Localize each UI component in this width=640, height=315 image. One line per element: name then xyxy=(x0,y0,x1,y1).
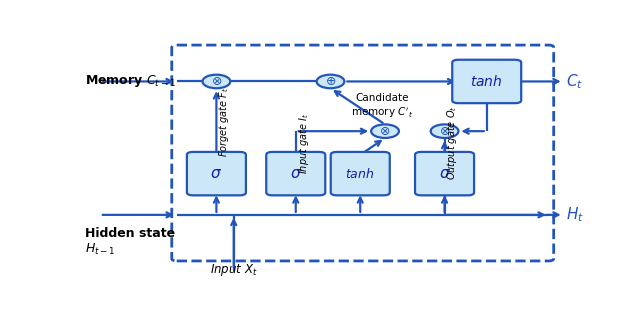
FancyBboxPatch shape xyxy=(331,152,390,195)
Text: Output gate $O_t$: Output gate $O_t$ xyxy=(445,106,460,180)
Text: $\oplus$: $\oplus$ xyxy=(325,75,336,88)
Circle shape xyxy=(371,124,399,138)
Text: $\otimes$: $\otimes$ xyxy=(439,125,450,138)
Text: Input gate $I_t$: Input gate $I_t$ xyxy=(297,112,310,174)
FancyBboxPatch shape xyxy=(415,152,474,195)
Text: $\otimes$: $\otimes$ xyxy=(211,75,222,88)
Circle shape xyxy=(202,75,230,88)
Text: $H_t$: $H_t$ xyxy=(566,205,584,224)
Circle shape xyxy=(431,124,458,138)
Text: $C_t$: $C_t$ xyxy=(566,72,583,91)
FancyBboxPatch shape xyxy=(452,60,521,103)
Text: Input $X_t$: Input $X_t$ xyxy=(210,262,258,278)
Text: $tanh$: $tanh$ xyxy=(470,74,503,89)
Text: $\otimes$: $\otimes$ xyxy=(380,125,390,138)
Text: $tanh$: $tanh$ xyxy=(346,167,375,180)
FancyBboxPatch shape xyxy=(266,152,325,195)
Text: Memory $C_{t-1}$: Memory $C_{t-1}$ xyxy=(85,73,176,89)
Text: Forget gate $F_t$: Forget gate $F_t$ xyxy=(218,86,231,157)
Text: $\sigma$: $\sigma$ xyxy=(438,166,451,181)
Circle shape xyxy=(317,75,344,88)
Text: Candidate
memory $C'_t$: Candidate memory $C'_t$ xyxy=(351,93,413,119)
Text: Hidden state
$H_{t-1}$: Hidden state $H_{t-1}$ xyxy=(85,227,175,257)
Text: $\sigma$: $\sigma$ xyxy=(290,166,302,181)
FancyBboxPatch shape xyxy=(187,152,246,195)
Text: $\sigma$: $\sigma$ xyxy=(211,166,223,181)
